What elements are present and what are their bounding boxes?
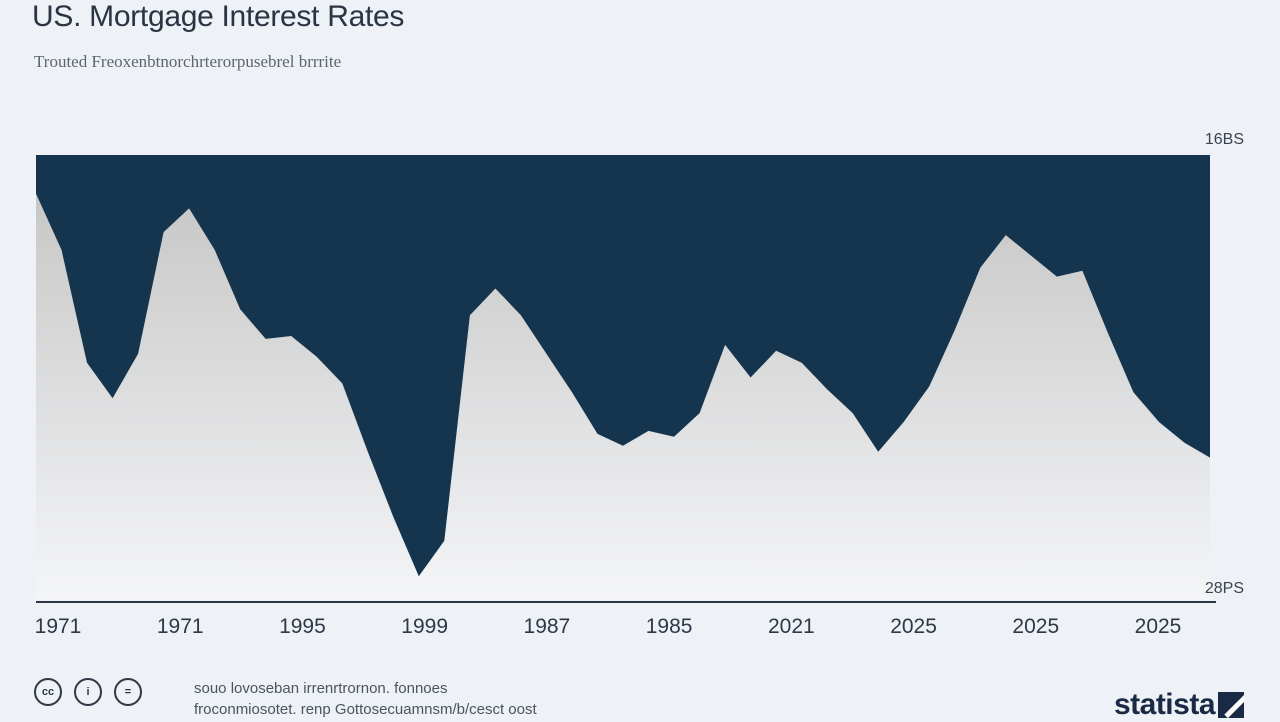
brand-name: statista [1113, 688, 1216, 721]
source-line-2: froconmiosotet. renp Gottosecuamnsm/b/ce… [194, 701, 537, 718]
x-tick-label: 2021 [767, 615, 815, 638]
x-tick-label: 1985 [645, 615, 693, 638]
y-tick-top: 16BS [1204, 131, 1244, 148]
chart-title: US. Mortgage Interest Rates [32, 0, 405, 33]
x-tick-label: 1987 [523, 615, 571, 638]
chart-subtitle: Trouted Freoxenbtnorchrterorpusebrel brr… [34, 52, 342, 71]
creative-commons-icon[interactable]: cc [34, 678, 62, 706]
equals-icon[interactable]: = [114, 678, 142, 706]
statista-mark-icon [1218, 692, 1244, 718]
source-line-1: souo lovoseban irrenrtrornon. fonnoes [194, 680, 448, 697]
info-icon[interactable]: i [74, 678, 102, 706]
x-tick-label: 1995 [279, 615, 326, 638]
x-tick-label: 1971 [34, 615, 82, 638]
x-tick-label: 2025 [1012, 615, 1060, 638]
x-tick-label: 1999 [401, 615, 449, 638]
x-tick-label: 2025 [1134, 615, 1182, 638]
x-tick-label: 1971 [156, 615, 204, 638]
source-note: souo lovoseban irrenrtrornon. fonnoes fr… [194, 678, 537, 720]
x-tick-label: 2025 [890, 615, 937, 638]
statista-logo[interactable]: statista [1114, 688, 1244, 722]
license-icons: cc i = [34, 678, 142, 706]
rate-area [36, 193, 1210, 600]
y-tick-bottom: 28PS [1204, 580, 1244, 597]
